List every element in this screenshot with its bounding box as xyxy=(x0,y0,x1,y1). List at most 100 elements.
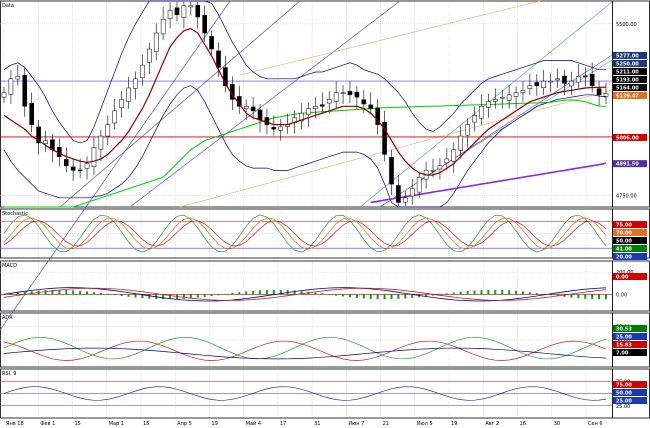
macd-axis-frame xyxy=(612,260,650,312)
main-axis-frame xyxy=(612,0,650,208)
value-tag-bg xyxy=(613,92,647,99)
candle xyxy=(458,126,463,159)
value-tag-text: 30.53 xyxy=(616,327,632,333)
candle xyxy=(15,64,21,86)
candle xyxy=(278,118,284,141)
macd-histogram-bar xyxy=(134,294,137,298)
adx-value-tag: 15.83 xyxy=(613,341,647,349)
macd-panel xyxy=(0,260,650,312)
macd-histogram-bar xyxy=(438,294,441,295)
candle xyxy=(555,68,560,88)
value-tag-bg xyxy=(613,245,647,252)
candle xyxy=(492,88,498,109)
purple-moving-average-line xyxy=(370,162,607,204)
candle xyxy=(306,102,311,127)
value-tag-bg xyxy=(613,84,647,91)
macd-histogram-bar xyxy=(99,292,102,295)
candle xyxy=(603,82,609,104)
main-tick-label: 5500.00 xyxy=(616,22,637,28)
bollinger-lower-line xyxy=(3,85,607,208)
macd-histogram-bar xyxy=(335,294,338,296)
macd-histogram-bar xyxy=(432,294,435,296)
candle xyxy=(486,93,491,118)
macd-histogram-bar xyxy=(535,292,538,295)
candle xyxy=(160,6,166,40)
macd-histogram-bar xyxy=(563,294,566,297)
macd-histogram-bar xyxy=(265,290,268,295)
date-tick-label: 15 xyxy=(74,421,80,427)
candle xyxy=(569,71,574,95)
macd-histogram-bar xyxy=(397,294,400,299)
macd-histogram-bar xyxy=(307,291,310,295)
macd-histogram-bar xyxy=(72,290,75,295)
candle xyxy=(29,92,34,133)
date-tick-label: Апр 5 xyxy=(177,421,192,427)
candle xyxy=(216,42,221,77)
macd-histogram-bar xyxy=(169,294,172,300)
candle xyxy=(140,54,145,86)
value-tag-bg xyxy=(613,76,647,83)
value-tag-bg xyxy=(613,333,647,340)
macd-histogram-bar xyxy=(279,289,282,295)
candle xyxy=(582,67,588,87)
macd-histogram-bar xyxy=(3,294,5,295)
main-value-tag: 5139.47 xyxy=(613,92,647,100)
candle xyxy=(313,97,318,118)
sma-line xyxy=(3,27,607,176)
macd-histogram-bar xyxy=(23,291,26,295)
candle xyxy=(368,92,374,115)
macd-histogram-bar xyxy=(106,293,109,295)
candle xyxy=(22,67,28,117)
candle xyxy=(195,2,201,29)
value-tag-bg xyxy=(613,273,647,280)
date-tick-label: 30 xyxy=(554,421,560,427)
macd-histogram-bar xyxy=(556,294,559,297)
value-tag-text: 25.00 xyxy=(616,335,632,341)
candle xyxy=(98,129,104,162)
candle xyxy=(84,156,90,180)
macd-histogram-bar xyxy=(362,294,365,299)
macd-histogram-bar xyxy=(58,289,61,295)
value-tag-text: 75.00 xyxy=(616,223,632,229)
candle xyxy=(541,69,547,95)
adx-minus-di-line xyxy=(3,340,607,361)
adx-value-tag: 25.00 xyxy=(613,333,647,341)
value-tag-text: 41.00 xyxy=(616,247,632,253)
candle xyxy=(243,99,249,121)
macd-histogram-bar xyxy=(598,294,601,300)
rsi-line xyxy=(3,386,607,401)
macd-histogram-bar xyxy=(113,294,116,296)
candle xyxy=(91,137,97,175)
stoch-value-tag: 50.00 xyxy=(613,237,647,245)
value-tag-bg xyxy=(613,133,647,141)
value-tag-text: 5211.00 xyxy=(616,70,639,76)
macd-histogram-bar xyxy=(342,294,345,297)
candle xyxy=(534,74,540,96)
macd-histogram-bar xyxy=(321,293,324,295)
value-tag-bg xyxy=(613,389,647,396)
macd-histogram-bar xyxy=(127,294,130,297)
macd-histogram-bar xyxy=(79,290,82,295)
candle xyxy=(257,104,263,133)
date-tick-label: Май 4 xyxy=(246,420,261,427)
candle xyxy=(8,70,14,104)
macd-histogram-bar xyxy=(549,294,552,296)
macd-histogram-bar xyxy=(148,294,151,299)
main-panel-label: Data xyxy=(2,3,14,9)
stoch-value-tag: 41.00 xyxy=(613,245,647,253)
trend-channel-line xyxy=(239,0,541,76)
macd-histogram-bar xyxy=(162,294,165,300)
date-tick-label: Мар 1 xyxy=(109,421,124,427)
macd-histogram-bar xyxy=(452,292,455,295)
candle xyxy=(437,158,443,180)
macd-signal-line xyxy=(3,287,607,301)
macd-histogram-bar xyxy=(473,290,476,295)
value-tag-text: 25.00 xyxy=(616,399,632,405)
main-value-tag: 5211.00 xyxy=(613,68,647,76)
candle xyxy=(596,81,602,106)
value-tag-bg xyxy=(613,237,647,244)
candle xyxy=(77,158,83,178)
macd-histogram-bar xyxy=(577,294,580,299)
macd-histogram-bar xyxy=(44,290,47,295)
candle xyxy=(202,5,207,42)
